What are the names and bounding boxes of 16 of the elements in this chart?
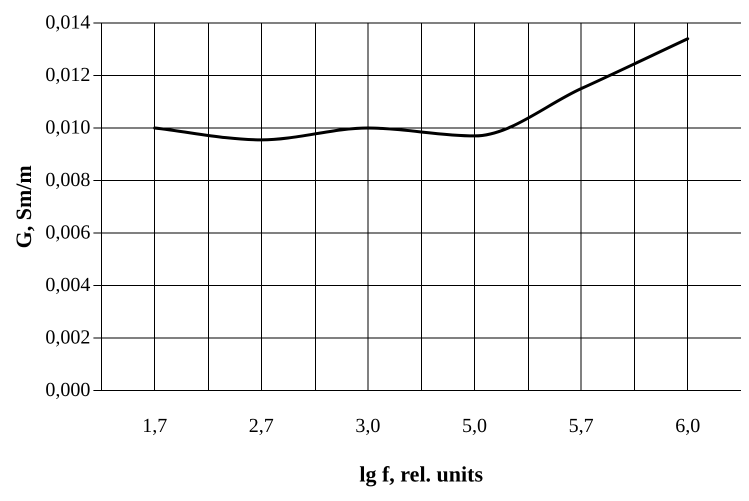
x-tick-label: 2,7 [248,414,274,437]
x-tick-label: 1,7 [142,414,168,437]
y-tick-label: 0,010 [45,116,90,138]
y-tick-label: 0,014 [45,11,90,34]
x-tick-label: 3,0 [355,414,380,437]
y-tick-label: 0,008 [45,168,90,191]
x-tick-label: 5,7 [568,414,594,437]
y-tick-label: 0,006 [45,221,90,244]
y-tick-label: 0,004 [45,274,90,296]
x-tick-label: 5,0 [462,414,487,437]
x-tick-label: 6,0 [675,414,700,437]
y-axis-title: G, Sm/m [10,165,36,248]
y-tick-label: 0,000 [45,378,90,401]
y-tick-label: 0,012 [45,64,90,86]
x-axis-title: lg f, rel. units [359,461,484,486]
y-tick-label: 0,002 [45,326,90,348]
